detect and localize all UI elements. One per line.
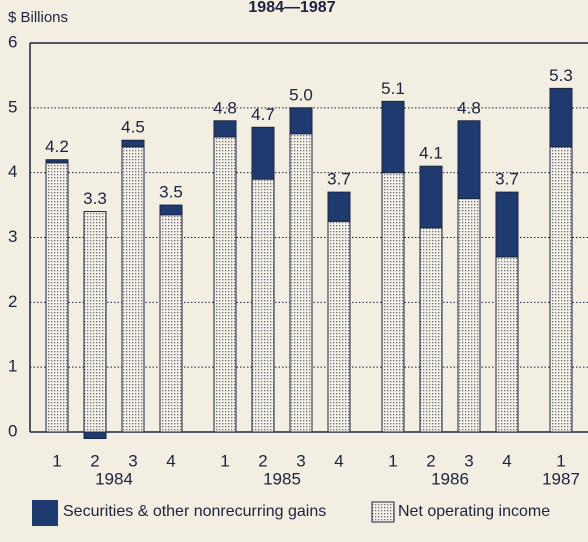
x-tick-label: 3 [296,451,305,470]
chart-title: 1984—1987 [248,0,335,16]
x-tick-label: 3 [464,451,473,470]
total-label: 5.3 [549,66,573,85]
bar-segment [213,120,237,138]
bar-segment [381,100,405,174]
y-tick-label: 1 [8,357,17,376]
x-tick-label: 4 [334,451,343,470]
legend-swatch [371,501,395,523]
total-label: 3.7 [327,170,351,189]
year-label: 1984 [95,469,133,488]
x-tick-label: 1 [556,451,565,470]
x-tick-label: 2 [90,451,99,470]
bar-segment [159,214,183,433]
total-label: 4.2 [45,137,69,156]
y-tick-label: 0 [8,421,17,440]
bar-segment [419,227,443,433]
x-tick-label: 2 [258,451,267,470]
x-tick-label: 1 [52,451,61,470]
year-label: 1987 [542,469,580,488]
bar-segment [327,220,351,433]
y-axis-label: $ Billions [8,9,68,26]
x-tick-label: 1 [388,451,397,470]
year-label: 1985 [263,469,301,488]
total-label: 3.5 [159,183,183,202]
bar-segment [251,178,275,433]
x-tick-label: 4 [502,451,511,470]
bar-segment [549,146,573,433]
legend-label: Net operating income [398,503,551,520]
legend-label: Securities & other nonrecurring gains [63,503,327,520]
y-tick-label: 2 [8,292,17,311]
x-tick-label: 1 [220,451,229,470]
total-label: 4.5 [121,118,145,137]
bar-segment [159,204,183,216]
bar-segment [495,256,519,433]
bar-segment [495,191,519,258]
year-label: 1986 [431,469,469,488]
bar-segment [289,133,313,433]
y-tick-label: 3 [8,227,17,246]
bar-segment [121,139,145,148]
x-tick-label: 2 [426,451,435,470]
bar-segment [289,107,313,135]
y-tick-label: 5 [8,97,17,116]
bar-segment [251,126,275,180]
total-label: 5.0 [289,85,313,104]
x-tick-label: 4 [166,451,175,470]
bar-segment [45,159,69,164]
bar-segment [327,191,351,222]
bar-segment [419,165,443,229]
total-label: 4.7 [251,105,275,124]
bar-segment [213,136,237,433]
bar-segment [549,87,573,148]
bar-segment [45,162,69,433]
bar-segment [457,120,481,200]
total-label: 4.8 [457,98,481,117]
bar-segment [83,211,107,433]
total-label: 3.7 [495,170,519,189]
total-label: 3.3 [83,189,107,208]
x-tick-label: 3 [128,451,137,470]
y-tick-label: 6 [8,32,17,51]
y-tick-label: 4 [8,162,17,181]
bar-segment [381,172,405,433]
bar-segment [457,198,481,433]
bar-segment [121,146,145,433]
total-label: 4.1 [419,144,443,163]
total-label: 4.8 [213,98,237,117]
bar-segment [83,431,107,439]
legend-swatch [32,500,58,526]
total-label: 5.1 [381,79,405,98]
